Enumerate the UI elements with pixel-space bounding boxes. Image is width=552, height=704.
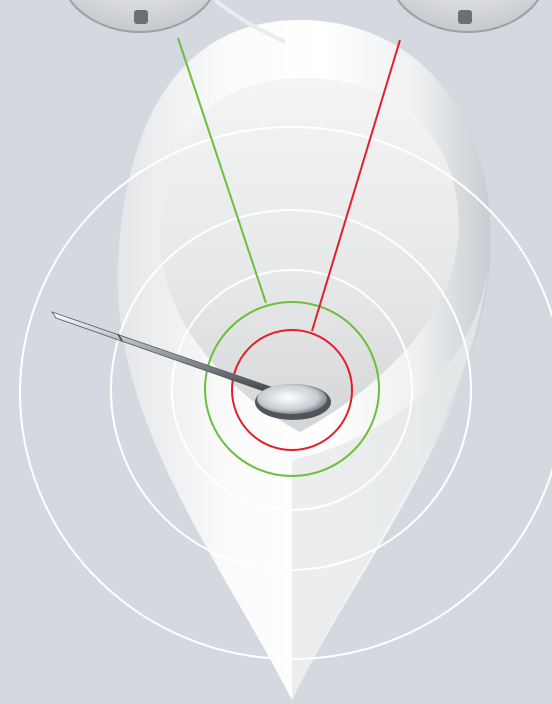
sensor-left (60, 0, 220, 32)
illustration (0, 0, 552, 704)
page: (() => { const data = JSON.parse(documen… (0, 0, 552, 704)
sensor-right (388, 0, 548, 32)
